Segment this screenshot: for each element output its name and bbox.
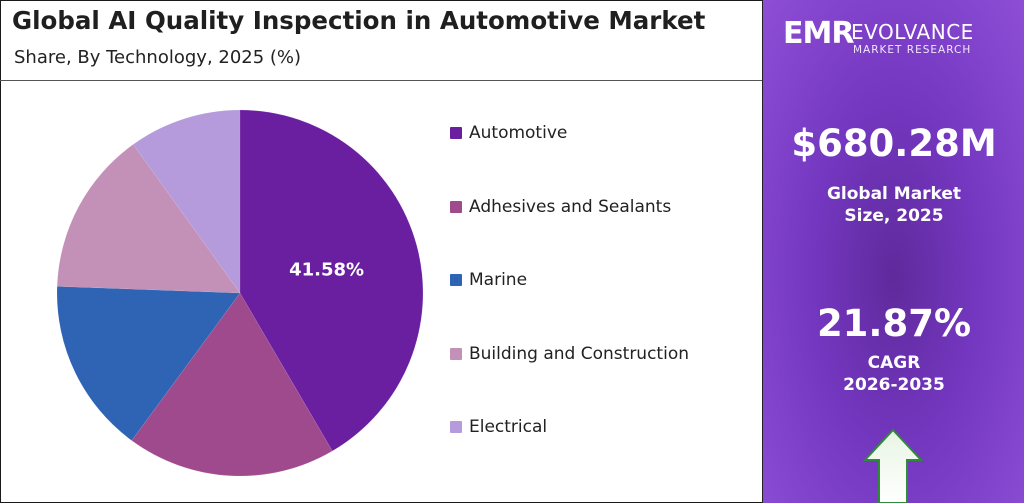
cagr-caption-line2: 2026-2035 — [843, 375, 945, 395]
brand-logo: EMR EVOLVANCE MARKET RESEARCH — [783, 14, 1013, 58]
pie-slice-electrical — [132, 109, 241, 294]
pie-slice-building-and-construction — [56, 144, 241, 294]
legend-label: Electrical — [469, 417, 548, 437]
legend-item: Building and Construction — [450, 339, 689, 369]
logo-tagline: MARKET RESEARCH — [853, 44, 972, 56]
legend-swatch — [450, 200, 462, 213]
growth-arrow-icon — [863, 428, 923, 503]
legend-item: Automotive — [450, 118, 567, 148]
market-size-caption: Global Market Size, 2025 — [763, 183, 1024, 227]
pie-slice-adhesives-and-sealants — [131, 292, 333, 477]
pie-data-label: 41.58% — [289, 260, 364, 281]
legend-swatch — [450, 347, 462, 360]
chart-subtitle: Share, By Technology, 2025 (%) — [14, 47, 302, 68]
pie-slice-marine — [56, 286, 241, 441]
legend-swatch — [450, 421, 462, 433]
legend-item: Adhesives and Sealants — [450, 192, 671, 222]
cagr-caption: CAGR 2026-2035 — [763, 352, 1024, 396]
market-size-caption-line2: Size, 2025 — [844, 206, 944, 226]
title-divider — [0, 80, 762, 81]
legend-item: Marine — [450, 265, 527, 295]
legend-swatch — [450, 127, 462, 139]
logo-wordmark: EVOLVANCE — [851, 20, 974, 44]
legend-label: Adhesives and Sealants — [469, 196, 672, 217]
logo-mark: EMR — [783, 16, 854, 51]
pie-chart: 41.58% — [56, 109, 424, 477]
legend-label: Building and Construction — [469, 343, 689, 364]
cagr-caption-line1: CAGR — [867, 353, 921, 373]
market-size-value: $680.28M — [791, 122, 997, 165]
pie-slice-automotive — [239, 109, 424, 452]
legend-item: Electrical — [450, 412, 547, 442]
chart-title: Global AI Quality Inspection in Automoti… — [12, 6, 706, 35]
legend-label: Automotive — [469, 123, 568, 143]
legend-swatch — [450, 274, 462, 286]
legend-label: Marine — [469, 270, 528, 290]
market-size-caption-line1: Global Market — [826, 184, 962, 204]
cagr-value: 21.87% — [816, 302, 972, 345]
summary-panel: EMR EVOLVANCE MARKET RESEARCH $680.28M G… — [762, 0, 1024, 503]
